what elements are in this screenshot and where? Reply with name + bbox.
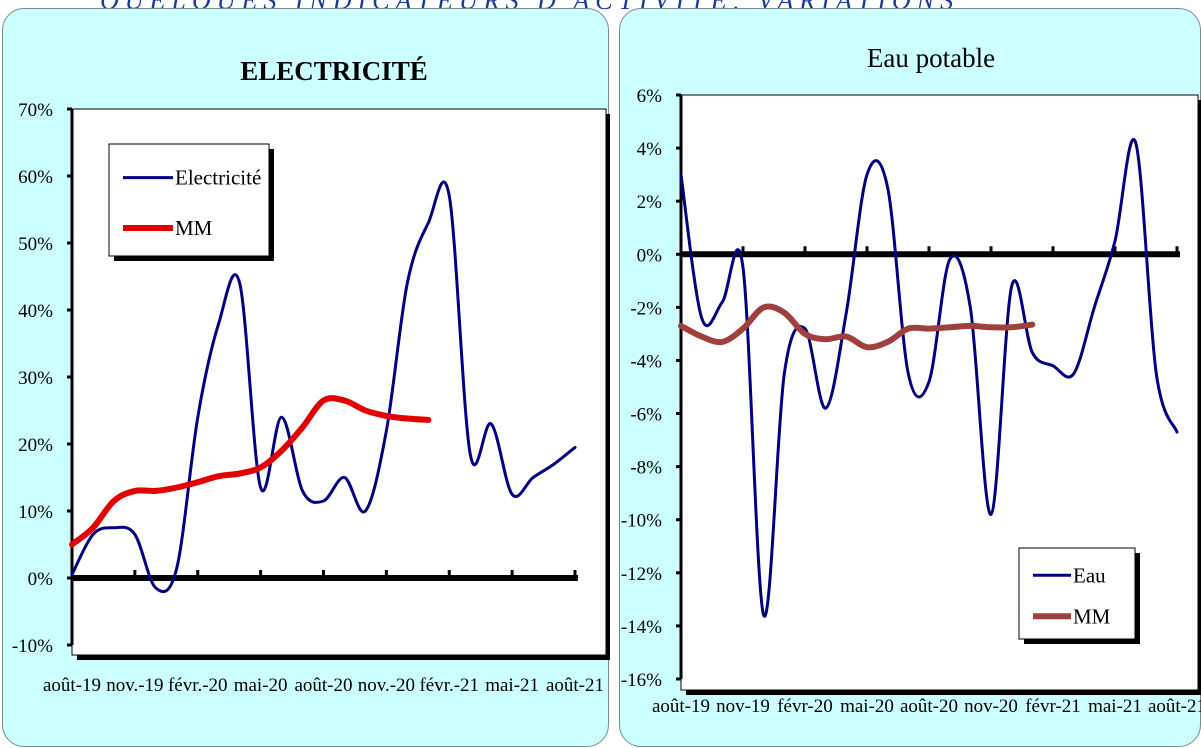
- eau-y-tick-label: 2%: [637, 192, 663, 213]
- electricite-y-tick-label: 40%: [18, 301, 53, 322]
- eau-y-tick-label: 0%: [637, 245, 663, 266]
- eau-y-tick-label: -4%: [630, 351, 662, 372]
- eau-x-tick-label: mai-21: [1088, 696, 1142, 717]
- eau-y-tick-label: 6%: [637, 86, 663, 107]
- electricite-x-tick-label: mai-21: [485, 675, 539, 696]
- electricite-chart-title: ELECTRICITÉ: [240, 56, 428, 86]
- eau-chart-title: Eau potable: [867, 43, 995, 73]
- chart-electricite: ELECTRICITÉ 70% 60% 50% 40% 30% 20% 10% 0% -10% ao…: [12, 56, 610, 696]
- eau-series-line-main: [679, 138, 1179, 618]
- electricite-series-line-mm: [69, 395, 432, 548]
- electricite-y-tick-label: 60%: [18, 167, 53, 188]
- eau-x-tick-label: mai-20: [840, 696, 894, 717]
- electricite-legend-label: MM: [175, 216, 213, 240]
- electricite-x-tick-label: août-20: [294, 675, 352, 696]
- eau-x-tick-label: nov-19: [716, 696, 770, 717]
- chart-panel-eau-potable: Eau potable 6% 4% 2% 0% -2% -4% -6% -8% -10% -12% -…: [619, 8, 1201, 747]
- eau-x-tick-label: août-20: [900, 696, 958, 717]
- eau-y-tick-label: -12%: [621, 564, 662, 585]
- eau-y-tick-label: -10%: [621, 511, 662, 532]
- eau-y-tick-label: -14%: [621, 617, 662, 638]
- eau-y-tick-label: -6%: [630, 405, 662, 426]
- electricite-x-tick-label: août-21: [546, 675, 604, 696]
- electricite-y-tick-label: 50%: [18, 234, 53, 255]
- eau-x-tick-label: août-19: [652, 696, 710, 717]
- electricite-y-tick-label: 10%: [18, 502, 53, 523]
- electricite-legend-label: Electricité: [175, 166, 261, 190]
- chart-panel-electricite: ELECTRICITÉ 70% 60% 50% 40% 30% 20% 10% 0% -10% ao…: [2, 8, 610, 747]
- chart-eau-potable: Eau potable 6% 4% 2% 0% -2% -4% -6% -8% -10% -12% -…: [621, 43, 1201, 717]
- eau-y-tick-label: -2%: [630, 298, 662, 319]
- eau-x-tick-label: nov-20: [964, 696, 1018, 717]
- electricite-legend: [108, 143, 270, 257]
- electricite-series-line-main: [70, 180, 577, 594]
- electricite-x-tick-label: nov.-19: [106, 675, 163, 696]
- electricite-x-tick-label: nov.-20: [358, 675, 415, 696]
- electricite-y-tick-label: -10%: [12, 636, 53, 657]
- eau-series-line-mm: [678, 303, 1036, 351]
- eau-x-tick-label: févr-21: [1025, 696, 1081, 717]
- eau-y-tick-label: -16%: [621, 670, 662, 691]
- eau-legend-label: Eau: [1073, 563, 1106, 587]
- electricite-y-tick-label: 30%: [18, 368, 53, 389]
- electricite-y-tick-label: 0%: [28, 569, 54, 590]
- eau-legend-label: MM: [1073, 604, 1111, 628]
- electricite-x-tick-label: févr.-21: [419, 675, 479, 696]
- electricite-x-tick-label: févr.-20: [168, 675, 228, 696]
- eau-x-tick-label: août-21: [1148, 696, 1201, 717]
- electricite-y-tick-label: 20%: [18, 435, 53, 456]
- electricite-x-tick-label: août-19: [43, 675, 101, 696]
- eau-y-tick-label: -8%: [630, 458, 662, 479]
- electricite-y-tick-label: 70%: [18, 100, 53, 121]
- electricite-x-tick-label: mai-20: [234, 675, 288, 696]
- eau-x-tick-label: févr-20: [777, 696, 833, 717]
- eau-legend: [1018, 547, 1136, 640]
- eau-y-tick-label: 4%: [637, 139, 663, 160]
